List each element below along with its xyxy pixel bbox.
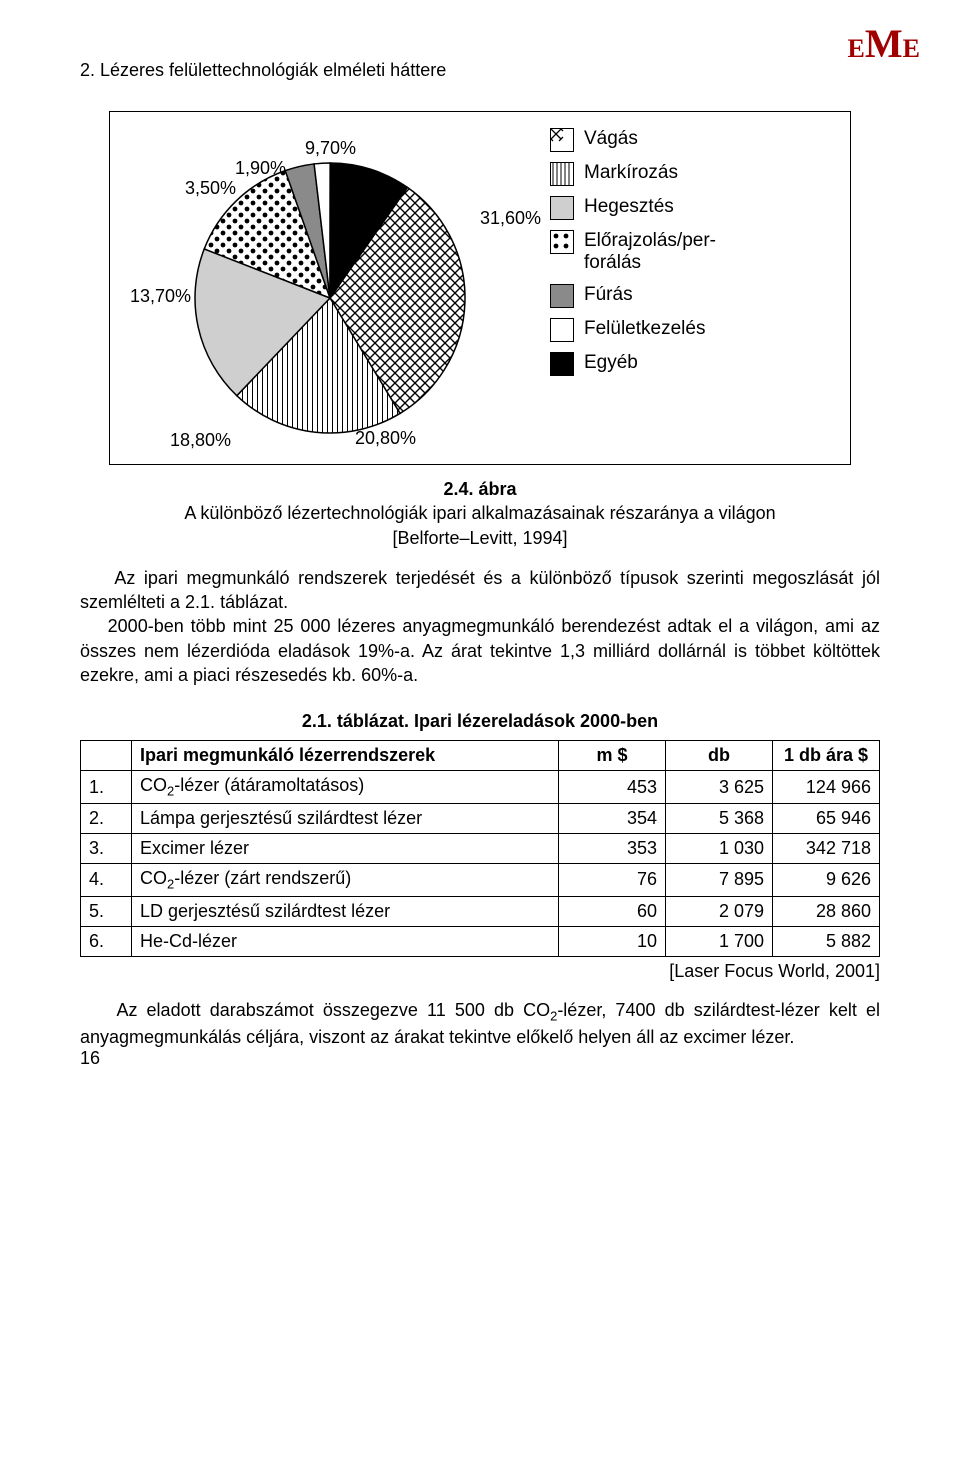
logo-e1: E [848, 34, 865, 63]
figure-text: A különböző lézertechnológiák ipari alka… [184, 503, 775, 523]
legend-item: Egyéb [550, 352, 716, 376]
table-cell: 342 718 [773, 833, 880, 863]
table-row: 3.Excimer lézer3531 030342 718 [81, 833, 880, 863]
legend-swatch [550, 162, 574, 186]
pie-percent-label: 18,80% [170, 430, 231, 451]
table-header-cell: 1 db ára $ [773, 741, 880, 771]
legend-swatch [550, 196, 574, 220]
section-title: 2. Lézeres felülettechnológiák elméleti … [80, 60, 880, 81]
table-row: 5.LD gerjesztésű szilárdtest lézer602 07… [81, 896, 880, 926]
pie-chart-container: 31,60%20,80%18,80%13,70%3,50%1,90%9,70% … [109, 111, 851, 465]
legend-item: Markírozás [550, 162, 716, 186]
table-cell: Lámpa gerjesztésű szilárdtest lézer [132, 803, 559, 833]
table-cell: 2 079 [666, 896, 773, 926]
table-cell: CO2-lézer (átáramoltatásos) [132, 771, 559, 804]
legend-item: Fúrás [550, 284, 716, 308]
legend-swatch [550, 230, 574, 254]
legend-swatch [550, 352, 574, 376]
legend-label: Előrajzolás/per- forálás [584, 230, 716, 274]
legend-label: Markírozás [584, 162, 678, 184]
pie-percent-label: 1,90% [235, 158, 286, 179]
table-header-cell [81, 741, 132, 771]
legend-label: Vágás [584, 128, 638, 150]
figure-number: 2.4. ábra [443, 479, 516, 499]
paragraph-1: Az ipari megmunkáló rendszerek terjedésé… [80, 566, 880, 615]
legend-label: Felületkezelés [584, 318, 705, 340]
table-cell: 5 882 [773, 926, 880, 956]
page-number: 16 [80, 1048, 100, 1069]
logo-m: M [865, 21, 903, 66]
legend-label: Egyéb [584, 352, 638, 374]
pie-percent-label: 3,50% [185, 178, 236, 199]
pie-legend: Vágás Markírozás Hegesztés Előrajzolás/per-… [550, 128, 716, 386]
table-cell: LD gerjesztésű szilárdtest lézer [132, 896, 559, 926]
pie-percent-label: 9,70% [305, 138, 356, 159]
table-cell: He-Cd-lézer [132, 926, 559, 956]
legend-item: Előrajzolás/per- forálás [550, 230, 716, 274]
table-cell: 76 [559, 863, 666, 896]
paragraph-3: Az eladott darabszámot összegezve 11 500… [80, 998, 880, 1049]
legend-label: Hegesztés [584, 196, 674, 218]
table-cell: CO2-lézer (zárt rendszerű) [132, 863, 559, 896]
table-cell: 1 030 [666, 833, 773, 863]
table-cell: 453 [559, 771, 666, 804]
legend-label: Fúrás [584, 284, 633, 306]
table-cell: 2. [81, 803, 132, 833]
figure-source: [Belforte–Levitt, 1994] [392, 528, 567, 548]
legend-item: Hegesztés [550, 196, 716, 220]
table-source: [Laser Focus World, 2001] [80, 961, 880, 982]
paragraph-2: 2000-ben több mint 25 000 lézeres anyagm… [80, 614, 880, 687]
legend-item: Felületkezelés [550, 318, 716, 342]
pie-percent-label: 20,80% [355, 428, 416, 449]
table-cell: Excimer lézer [132, 833, 559, 863]
table-cell: 3. [81, 833, 132, 863]
pie-percent-label: 13,70% [130, 286, 191, 307]
legend-swatch [550, 128, 574, 152]
logo-e2: E [903, 34, 920, 63]
table-cell: 10 [559, 926, 666, 956]
table-row: 4.CO2-lézer (zárt rendszerű)767 8959 626 [81, 863, 880, 896]
table-caption: 2.1. táblázat. Ipari lézereladások 2000-… [80, 711, 880, 732]
laser-sales-table: Ipari megmunkáló lézerrendszerekm $db1 d… [80, 740, 880, 956]
page: EME 2. Lézeres felülettechnológiák elmél… [0, 0, 960, 1089]
pie-chart: 31,60%20,80%18,80%13,70%3,50%1,90%9,70% [130, 128, 530, 448]
eme-logo: EME [848, 20, 920, 67]
table-cell: 4. [81, 863, 132, 896]
table-row: 1.CO2-lézer (átáramoltatásos)4533 625124… [81, 771, 880, 804]
table-cell: 354 [559, 803, 666, 833]
table-cell: 124 966 [773, 771, 880, 804]
table-cell: 65 946 [773, 803, 880, 833]
table-row: 2.Lámpa gerjesztésű szilárdtest lézer354… [81, 803, 880, 833]
table-cell: 60 [559, 896, 666, 926]
pie-percent-label: 31,60% [480, 208, 541, 229]
table-cell: 7 895 [666, 863, 773, 896]
table-row: 6.He-Cd-lézer101 7005 882 [81, 926, 880, 956]
legend-swatch [550, 318, 574, 342]
table-cell: 9 626 [773, 863, 880, 896]
table-header-cell: db [666, 741, 773, 771]
table-header-cell: Ipari megmunkáló lézerrendszerek [132, 741, 559, 771]
table-cell: 1 700 [666, 926, 773, 956]
table-cell: 353 [559, 833, 666, 863]
table-cell: 1. [81, 771, 132, 804]
table-cell: 5. [81, 896, 132, 926]
legend-swatch [550, 284, 574, 308]
table-header-cell: m $ [559, 741, 666, 771]
legend-item: Vágás [550, 128, 716, 152]
table-cell: 5 368 [666, 803, 773, 833]
table-cell: 3 625 [666, 771, 773, 804]
table-cell: 28 860 [773, 896, 880, 926]
figure-caption: 2.4. ábra A különböző lézertechnológiák … [80, 477, 880, 550]
table-cell: 6. [81, 926, 132, 956]
